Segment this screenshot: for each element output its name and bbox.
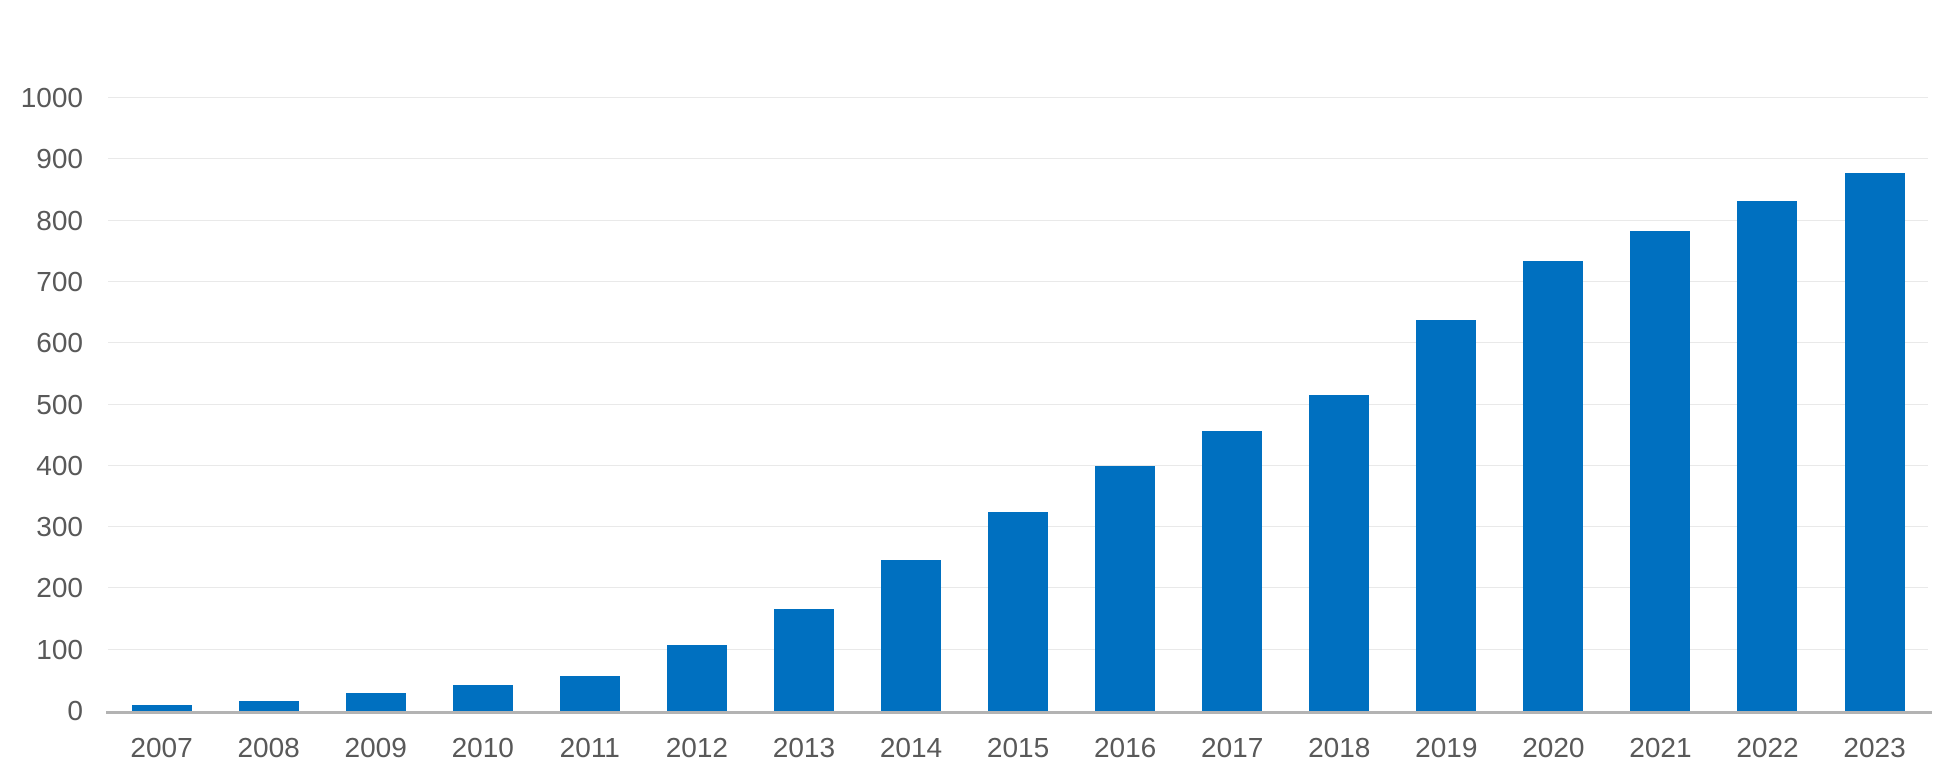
plot-area [108,97,1928,711]
x-axis-tick-label: 2015 [986,732,1050,763]
bar-2021 [1630,231,1691,711]
bar-slot [750,98,857,711]
bar-2009 [345,693,406,711]
bar-slot [536,98,643,711]
bar-slot [1072,98,1179,711]
x-axis-tick-label: 2019 [1415,732,1478,763]
bar-slot [108,98,215,711]
gridline [108,97,1928,98]
bar-slot [322,98,429,711]
bar-slot [1179,98,1286,711]
bar-2012 [666,644,727,711]
x-axis-tick-label: 2014 [879,732,943,763]
y-axis-tick-label: 900 [36,143,83,175]
bar-2013 [773,609,834,711]
y-axis-tick-label: 1000 [20,82,83,113]
y-axis-tick-label: 400 [36,449,83,481]
x-axis-tick-label: 2007 [130,732,193,763]
y-axis-tick-label: 700 [36,265,83,297]
bar-2007 [131,705,192,711]
bar-2020 [1523,261,1584,711]
bar-slot [965,98,1072,711]
x-axis-tick-label: 2010 [451,732,514,763]
bar-slot [215,98,322,711]
bar-2018 [1309,394,1370,711]
bar-2011 [559,676,620,711]
bar-slot [1714,98,1821,711]
bar-2017 [1202,430,1263,711]
y-axis-tick-label: 300 [36,511,83,543]
x-axis-tick-label: 2018 [1308,732,1371,763]
x-axis-tick-label: 2011 [559,732,620,763]
x-axis-tick-label: 2013 [772,732,836,763]
x-axis-tick-label: 2021 [1629,732,1692,763]
bar-slot [643,98,750,711]
y-axis-tick-label: 200 [36,572,83,604]
bar-2022 [1737,200,1798,711]
bar-slot [1286,98,1393,711]
bar-2023 [1844,172,1905,711]
gridline [108,158,1928,160]
y-axis-tick-label: 600 [36,327,83,359]
gridline [108,342,1928,344]
bar-2015 [988,511,1049,711]
y-axis-tick-label: 100 [36,633,83,665]
bar-2016 [1095,465,1156,711]
y-axis-tick-label: 800 [36,204,83,236]
x-axis-line [106,711,1932,714]
bar-slot [1821,98,1928,711]
bar-slot [429,98,536,711]
y-axis: 0 100 200 300 400 500 600 700 800 900 1000 [0,0,83,775]
bar-2014 [880,559,941,711]
bar-2008 [238,700,299,711]
bar-slot [1607,98,1714,711]
bar-slot [1393,98,1500,711]
x-axis-tick-label: 2016 [1093,732,1157,763]
y-axis-tick-label: 0 [67,695,83,726]
x-axis-tick-label: 2017 [1201,732,1264,763]
y-axis-tick-label: 500 [36,388,83,420]
x-axis-tick-label: 2020 [1522,732,1585,763]
bars-row [108,98,1928,711]
gridline [108,219,1928,221]
bar-slot [857,98,964,711]
x-axis-tick-label: 2009 [344,732,407,763]
x-axis-tick-label: 2023 [1843,732,1906,763]
gridline [108,464,1928,466]
gridline [108,280,1928,282]
x-axis: 2007 2008 2009 2010 2011 2012 2013 2014 2015 2016… [108,733,1928,763]
bar-slot [1500,98,1607,711]
x-axis-tick-label: 2008 [237,732,300,763]
bar-2010 [452,685,513,711]
gridline [108,403,1928,405]
x-axis-tick-label: 2022 [1736,732,1799,763]
bar-2019 [1416,319,1477,711]
x-axis-tick-label: 2012 [665,732,728,763]
